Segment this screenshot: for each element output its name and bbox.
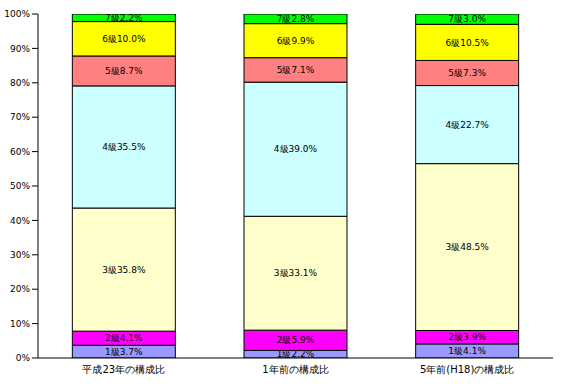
svg-text:5級8.7%: 5級8.7% bbox=[105, 66, 143, 76]
svg-text:平成23年の構成比: 平成23年の構成比 bbox=[82, 364, 165, 375]
svg-text:6級10.0%: 6級10.0% bbox=[102, 34, 146, 44]
svg-text:3級33.1%: 3級33.1% bbox=[274, 268, 318, 278]
svg-text:90%: 90% bbox=[10, 44, 30, 54]
svg-text:20%: 20% bbox=[10, 284, 30, 294]
svg-text:30%: 30% bbox=[10, 250, 30, 260]
svg-text:70%: 70% bbox=[10, 112, 30, 122]
svg-text:80%: 80% bbox=[10, 78, 30, 88]
svg-text:1級3.7%: 1級3.7% bbox=[105, 347, 143, 357]
svg-text:2級4.1%: 2級4.1% bbox=[105, 333, 143, 343]
svg-text:7級3.0%: 7級3.0% bbox=[448, 14, 486, 24]
svg-text:1級4.1%: 1級4.1% bbox=[448, 346, 486, 356]
svg-text:2級5.9%: 2級5.9% bbox=[277, 335, 315, 345]
svg-text:60%: 60% bbox=[10, 147, 30, 157]
svg-text:1級2.2%: 1級2.2% bbox=[277, 349, 315, 359]
svg-text:6級10.5%: 6級10.5% bbox=[446, 38, 490, 48]
svg-text:3級35.8%: 3級35.8% bbox=[102, 265, 146, 275]
svg-text:6級9.9%: 6級9.9% bbox=[277, 36, 315, 46]
svg-text:3級48.5%: 3級48.5% bbox=[446, 242, 490, 252]
svg-text:5級7.3%: 5級7.3% bbox=[448, 68, 486, 78]
svg-text:7級2.2%: 7級2.2% bbox=[105, 13, 143, 23]
svg-text:5年前(H18)の構成比: 5年前(H18)の構成比 bbox=[420, 364, 514, 375]
svg-text:4級22.7%: 4級22.7% bbox=[446, 120, 490, 130]
svg-text:1年前の構成比: 1年前の構成比 bbox=[262, 364, 328, 375]
svg-text:4級39.0%: 4級39.0% bbox=[274, 144, 318, 154]
svg-text:4級35.5%: 4級35.5% bbox=[102, 142, 146, 152]
svg-text:10%: 10% bbox=[10, 319, 30, 329]
svg-text:5級7.1%: 5級7.1% bbox=[277, 65, 315, 75]
svg-text:50%: 50% bbox=[10, 181, 30, 191]
svg-text:0%: 0% bbox=[16, 353, 31, 363]
svg-text:2級3.9%: 2級3.9% bbox=[448, 332, 486, 342]
svg-text:7級2.8%: 7級2.8% bbox=[277, 14, 315, 24]
svg-text:40%: 40% bbox=[10, 216, 30, 226]
svg-text:100%: 100% bbox=[8, 9, 30, 19]
